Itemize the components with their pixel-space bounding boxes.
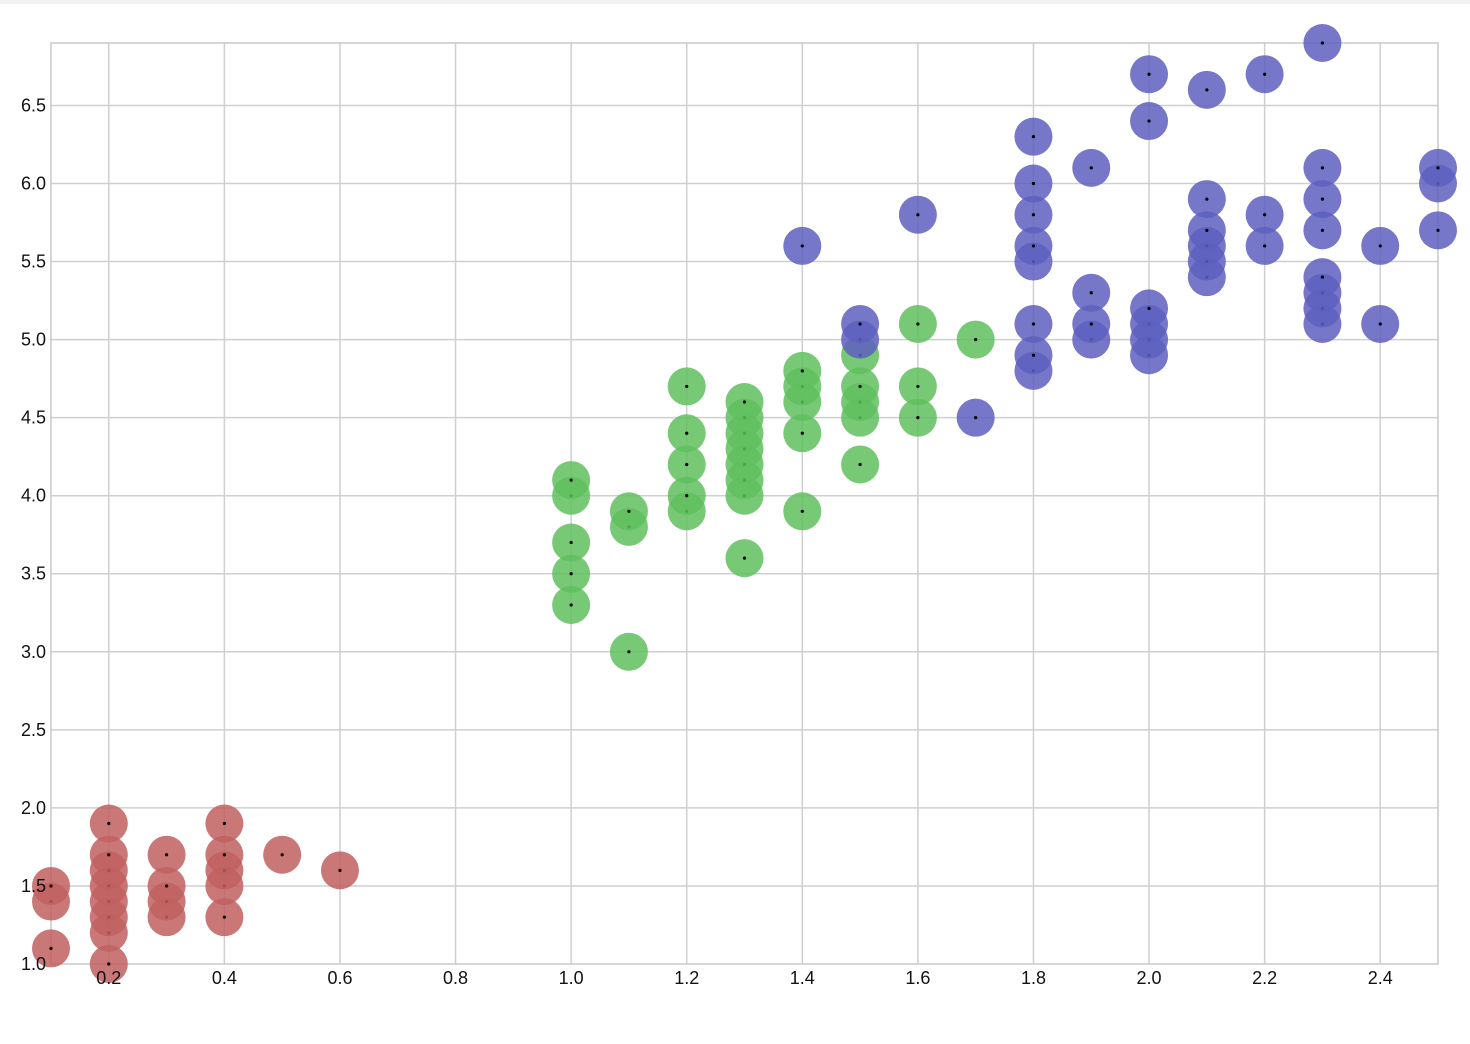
data-point-center bbox=[685, 462, 689, 467]
data-point-center bbox=[858, 384, 862, 389]
data-point-center bbox=[222, 821, 226, 826]
x-tick-label: 1.6 bbox=[905, 968, 930, 988]
data-point-center bbox=[1031, 213, 1036, 217]
data-point-center bbox=[49, 884, 53, 888]
y-tick-label: 2.5 bbox=[21, 720, 46, 740]
data-point-center bbox=[49, 946, 53, 950]
x-axis-tick-labels: 0.2 0.4 0.6 0.8 1.0 1.2 1.4 1.6 1.8 2.0 2.2 2.4 bbox=[96, 968, 1392, 988]
data-point-center bbox=[1263, 213, 1267, 217]
y-tick-label: 1.0 bbox=[21, 954, 46, 974]
x-tick-label: 0.8 bbox=[443, 968, 468, 988]
x-tick-label: 2.4 bbox=[1368, 968, 1393, 988]
data-point-center bbox=[164, 853, 169, 857]
data-point-center bbox=[685, 384, 689, 389]
series-3 bbox=[783, 24, 1457, 437]
data-point-center bbox=[742, 556, 747, 560]
data-point-center bbox=[800, 369, 804, 373]
x-tick-label: 1.8 bbox=[1021, 968, 1046, 988]
data-point-center bbox=[800, 509, 804, 513]
data-point-center bbox=[1205, 88, 1209, 92]
x-tick-label: 0.2 bbox=[96, 968, 121, 988]
data-point-center bbox=[569, 478, 573, 482]
data-point-center bbox=[1320, 197, 1325, 201]
data-point-center bbox=[1147, 306, 1151, 310]
data-point-center bbox=[1320, 41, 1325, 45]
data-point-center bbox=[916, 384, 920, 389]
y-tick-label: 4.0 bbox=[21, 486, 46, 506]
y-tick-label: 4.5 bbox=[21, 408, 46, 428]
data-point-center bbox=[685, 431, 689, 435]
y-tick-label: 5.5 bbox=[21, 252, 46, 272]
data-point-center bbox=[1378, 244, 1382, 248]
data-point-center bbox=[1205, 228, 1209, 232]
data-point-center bbox=[627, 650, 631, 654]
data-point-center bbox=[1031, 181, 1036, 186]
y-tick-label: 6.0 bbox=[21, 173, 46, 193]
horizontal-gridlines bbox=[51, 104, 1438, 887]
data-point-center bbox=[916, 416, 920, 420]
y-tick-label: 3.0 bbox=[21, 642, 46, 662]
data-point-center bbox=[1320, 275, 1325, 279]
x-tick-label: 1.0 bbox=[559, 968, 584, 988]
data-point-center bbox=[280, 853, 284, 857]
data-point-center bbox=[1263, 244, 1267, 248]
data-point-center bbox=[627, 509, 631, 513]
data-point-center bbox=[569, 572, 573, 576]
data-point-center bbox=[1436, 228, 1440, 232]
x-tick-label: 2.2 bbox=[1252, 968, 1277, 988]
y-tick-label: 2.0 bbox=[21, 798, 46, 818]
data-point-center bbox=[222, 915, 226, 919]
series-1 bbox=[32, 804, 359, 983]
data-point-center bbox=[569, 540, 573, 545]
data-point-center bbox=[858, 462, 862, 467]
data-point-center bbox=[1147, 72, 1151, 76]
data-point-center bbox=[1263, 72, 1267, 76]
data-point-center bbox=[222, 853, 226, 857]
y-tick-label: 1.5 bbox=[21, 876, 46, 896]
y-tick-label: 6.5 bbox=[21, 95, 46, 115]
data-point-center bbox=[974, 416, 978, 420]
series-2 bbox=[552, 304, 995, 671]
data-point-center bbox=[338, 868, 342, 872]
y-tick-label: 5.0 bbox=[21, 330, 46, 350]
x-tick-label: 1.2 bbox=[674, 968, 699, 988]
data-point-center bbox=[800, 431, 804, 435]
data-point-center bbox=[916, 322, 920, 326]
data-point-center bbox=[1436, 166, 1440, 170]
data-point-center bbox=[685, 494, 689, 498]
data-point-center bbox=[1320, 166, 1325, 170]
plot-frame bbox=[50, 42, 1439, 965]
data-point-center bbox=[1031, 244, 1036, 248]
data-point-center bbox=[107, 821, 111, 826]
data-point-center bbox=[1031, 322, 1036, 326]
data-point-center bbox=[1205, 197, 1209, 201]
data-point-center bbox=[1031, 135, 1036, 139]
data-point-center bbox=[1031, 353, 1036, 357]
data-point-center bbox=[800, 244, 804, 248]
data-point-center bbox=[107, 853, 111, 857]
x-tick-label: 0.6 bbox=[327, 968, 352, 988]
x-tick-label: 0.4 bbox=[212, 968, 237, 988]
data-point-center bbox=[742, 400, 747, 404]
data-point-center bbox=[1089, 166, 1093, 170]
data-point-center bbox=[164, 884, 169, 888]
x-tick-label: 1.4 bbox=[790, 968, 815, 988]
data-point-center bbox=[1089, 322, 1093, 326]
data-point-center bbox=[569, 603, 573, 607]
data-point-center bbox=[916, 213, 920, 217]
y-tick-label: 3.5 bbox=[21, 564, 46, 584]
data-point-center bbox=[858, 322, 862, 326]
top-strip bbox=[0, 0, 1470, 4]
y-axis-tick-labels: 1.0 1.5 2.0 2.5 3.0 3.5 4.0 4.5 5.0 5.5 6.0 6.5 bbox=[21, 95, 46, 974]
data-point-center bbox=[1147, 119, 1151, 123]
x-tick-label: 2.0 bbox=[1137, 968, 1162, 988]
data-points bbox=[32, 24, 1457, 983]
data-point-center bbox=[107, 962, 111, 966]
data-point-center bbox=[1089, 291, 1093, 295]
data-point-center bbox=[1320, 228, 1325, 232]
data-point-center bbox=[974, 337, 978, 342]
data-point-center bbox=[1378, 322, 1382, 326]
